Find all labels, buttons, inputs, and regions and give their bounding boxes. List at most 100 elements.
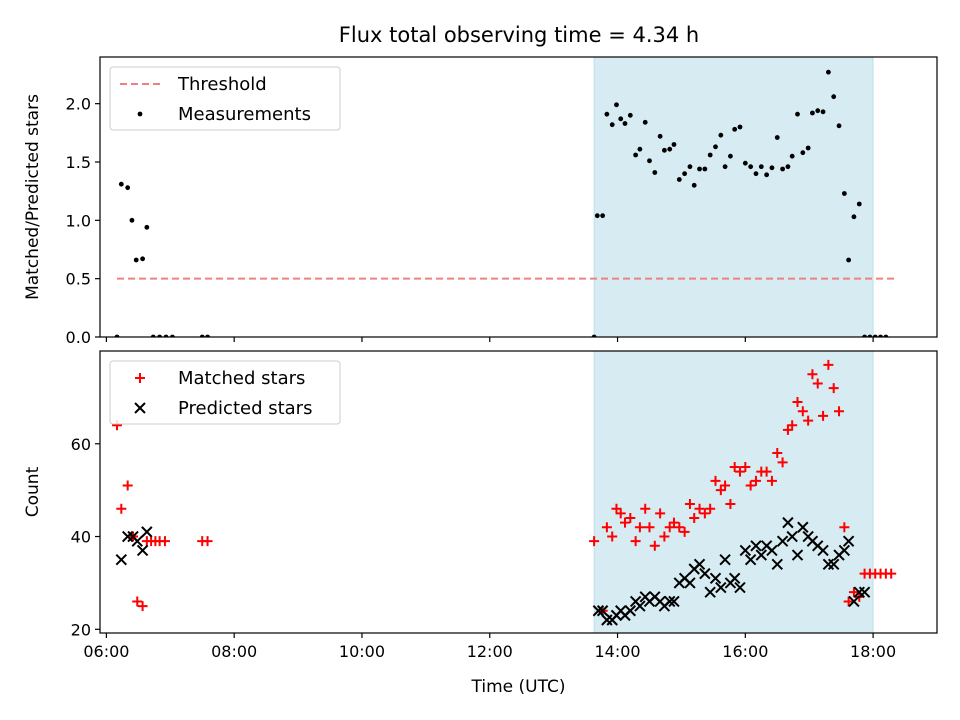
series-predicted-stars-point [791,549,804,561]
x-tick-label: 14:00 [594,642,640,661]
series-matched-stars-point [674,522,685,533]
series-predicted-stars-point [115,554,128,566]
series-predicted-stars-point [827,558,840,571]
series-measurements-point [609,122,615,128]
series-measurements-point [789,153,795,159]
series-predicted-stars-point [848,595,860,608]
series-predicted-stars-point [704,586,716,598]
series-measurements-point [661,147,667,153]
series-measurements-point [707,152,713,158]
series-predicted-stars-point [755,549,768,561]
axes-frame [99,350,938,634]
series-measurements-point [856,201,862,207]
series-measurements-point [800,150,806,156]
series-matched-stars-point [807,369,818,380]
y-axis-label: Count [23,466,43,517]
y-axis-label: Matched/Predicted stars [23,94,43,300]
series-predicted-stars-point [624,605,637,617]
series-matched-stars-point [720,480,731,491]
series-measurements-point [748,164,754,170]
series-measurements-point [604,111,610,117]
series-matched-stars-point [159,536,170,547]
series-matched-stars-point [843,596,854,607]
series-measurements-point [825,69,831,75]
series-measurements [114,69,889,337]
series-matched-stars-point [828,383,839,394]
series-measurements-point [652,170,658,175]
series-measurements-point [805,145,811,151]
plot-area [114,69,895,337]
series-predicted-stars-point [797,521,809,533]
series-predicted-stars-point [592,605,605,617]
series-matched-stars-point [740,461,751,472]
series-matched-stars-point [710,475,721,486]
series-matched-stars-point [668,517,679,528]
series-measurements-point [846,257,852,263]
series-measurements-point [594,213,600,219]
series-predicted-stars-point [596,605,609,617]
series-measurements-point [702,166,708,172]
series-measurements-point [697,166,702,172]
y-tick-label: 0.0 [66,328,91,347]
legend-x-swatch [134,402,146,414]
series-matched-stars-point [659,531,670,542]
series-predicted-stars-point [728,572,741,584]
series-predicted-stars-point [786,530,798,543]
series-measurements-point [764,172,770,178]
series-matched-stars-point [630,536,641,547]
series-matched-stars-point [803,415,814,426]
series-measurements-point [129,217,135,223]
series-matched-stars-point [699,508,710,519]
series-matched-stars-point [625,512,636,523]
series-matched-stars-point [777,457,788,468]
series-predicted-stars-point [719,554,731,566]
series-predicted-stars-point [776,535,789,547]
x-tick-label: 12:00 [467,642,513,661]
x-tick-label: 18:00 [850,642,896,661]
series-predicted-stars-point [771,558,783,571]
series-measurements-point [820,109,826,115]
y-tick-label: 1.0 [66,211,91,230]
series-measurements-point [618,116,624,122]
y-tick-label: 60 [71,435,91,454]
series-matched-stars-point [634,522,645,533]
series-matched-stars-point [684,499,695,510]
series-predicted-stars-point [709,572,722,584]
series-measurements-point [647,158,652,164]
series-measurements-point [795,111,800,117]
series-matched-stars-point [823,359,834,370]
series-matched-stars-point [818,410,829,421]
axes-frame [99,56,938,338]
series-predicted-stars-point [782,516,794,529]
plot-area [112,359,897,626]
series-measurements-point [836,123,842,129]
series-matched-stars-point [834,406,845,417]
series-matched-stars-point [601,522,612,533]
series-measurements-point [687,164,693,170]
legend-label: Threshold [177,74,267,95]
series-matched-stars-point [848,587,859,598]
series-measurements-point [774,135,780,140]
series-matched-stars-point [202,536,213,547]
series-matched-stars-point [725,499,736,510]
series-measurements-point [737,124,743,130]
legend-label: Measurements [178,104,311,125]
series-measurements-point [758,164,764,170]
series-predicted-stars-point [842,535,855,547]
series-measurements-point [841,191,847,196]
series-measurements-point [728,153,733,159]
series-matched-stars-point [649,540,660,551]
series-predicted-stars-point [744,554,757,566]
series-predicted-stars [115,516,871,626]
series-matched-stars-point [615,508,626,519]
series-measurements-point [667,146,673,152]
series-matched-stars-point [694,503,705,514]
x-tick-label: 10:00 [339,642,385,661]
series-matched-stars-point [792,397,803,408]
legend: Matched stars Predicted stars [109,360,341,425]
series-measurements-point [851,214,857,220]
series-predicted-stars-point [693,558,706,571]
observing-window-span [593,350,874,634]
x-tick-label: 08:00 [211,642,257,661]
series-measurements-point [633,152,639,158]
